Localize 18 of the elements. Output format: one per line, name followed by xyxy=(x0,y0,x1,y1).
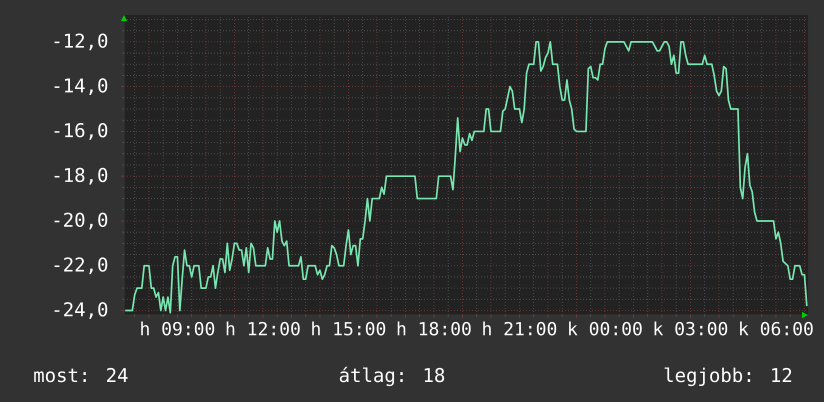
x-tick-label: k 06:00 xyxy=(740,322,813,336)
x-tick-label: k 00:00 xyxy=(569,322,642,336)
y-tick-label: -24,0 xyxy=(54,302,108,319)
y-tick-label: -22,0 xyxy=(54,257,108,274)
x-tick-label: h 09:00 xyxy=(141,322,214,336)
x-tick-label: h 21:00 xyxy=(483,322,556,336)
y-tick-label: -12,0 xyxy=(54,33,108,50)
y-tick-label: -20,0 xyxy=(54,212,108,230)
text: most: 24 xyxy=(34,368,128,382)
text: legjobb: 12 xyxy=(664,367,792,386)
x-tick-label: h 15:00 xyxy=(312,322,386,336)
x-tick-label: k 03:00 xyxy=(654,322,728,336)
y-tick-label: -16,0 xyxy=(54,123,108,140)
x-tick-label: h 12:00 xyxy=(226,322,300,336)
text: átlag: 18 xyxy=(340,366,444,386)
x-tick-label: h 18:00 xyxy=(398,322,471,336)
y-tick-label: -18,0 xyxy=(54,168,108,185)
y-tick-label: -14,0 xyxy=(54,78,108,96)
